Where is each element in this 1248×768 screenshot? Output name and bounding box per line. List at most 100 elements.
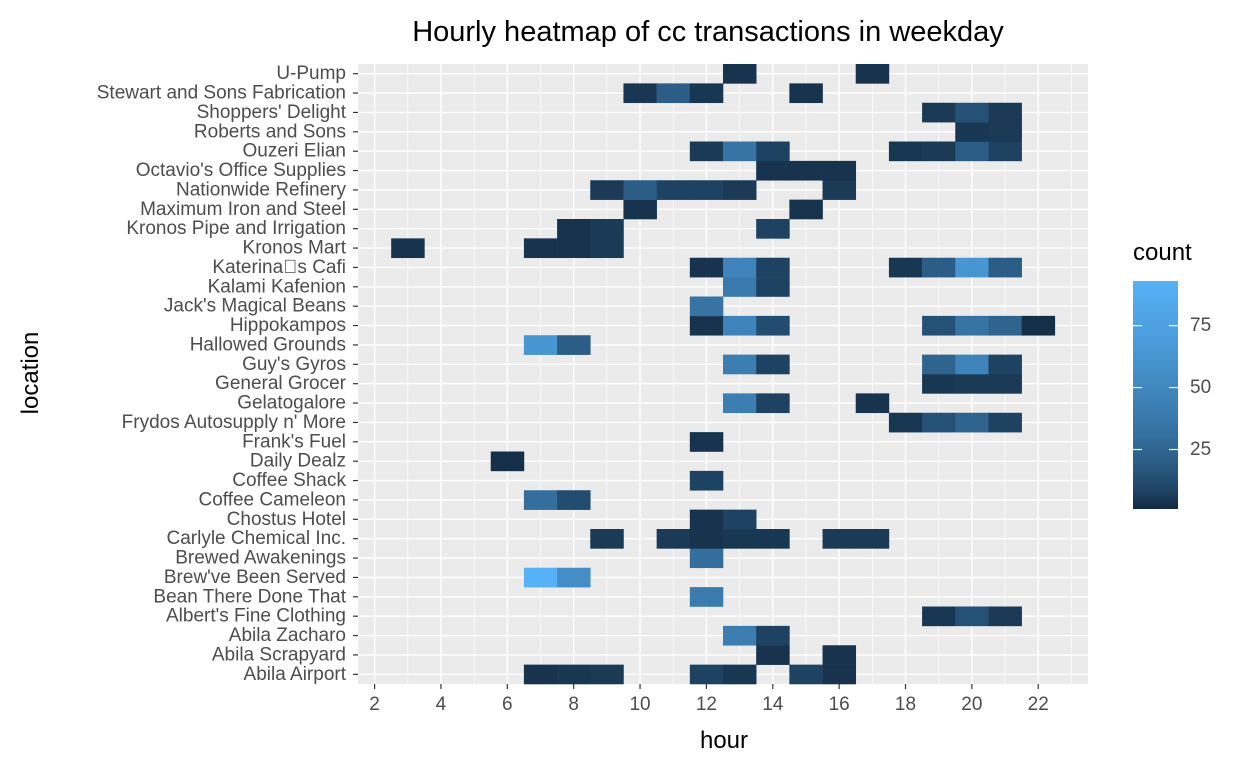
- heatmap-cell: [756, 354, 790, 375]
- heatmap-cell: [922, 315, 956, 336]
- plot-panel: [358, 64, 1088, 685]
- y-tick-label: Carlyle Chemical Inc.: [167, 528, 347, 549]
- x-tick-label: 22: [1028, 694, 1049, 715]
- y-tick-label: Stewart and Sons Fabrication: [97, 83, 346, 104]
- heatmap-cell: [590, 529, 624, 549]
- heatmap-cell: [689, 141, 724, 162]
- heatmap-cell: [1021, 315, 1056, 336]
- x-tick-label: 18: [895, 694, 916, 715]
- y-tick-label: Guy's Gyros: [242, 354, 346, 375]
- heatmap-cell: [523, 490, 558, 510]
- y-tick-label: Daily Dealz: [250, 451, 346, 472]
- heatmap-cell: [789, 664, 823, 685]
- heatmap-cell: [822, 160, 857, 181]
- heatmap-cell: [689, 664, 724, 685]
- y-tick-label: Hallowed Grounds: [190, 334, 346, 355]
- heatmap-cell: [756, 141, 790, 162]
- heatmap-cell: [623, 83, 657, 104]
- y-tick-label: Frydos Autosupply n' More: [122, 412, 346, 433]
- heatmap-cell: [756, 160, 790, 181]
- x-axis: 2 4 6 8 10 12 14 16 18 20 22: [369, 684, 1049, 715]
- heatmap-cell: [590, 219, 624, 239]
- x-tick-label: 6: [502, 694, 513, 715]
- y-tick-label: Frank's Fuel: [242, 431, 346, 452]
- heatmap-cell: [523, 335, 558, 355]
- heatmap-cell: [723, 180, 757, 200]
- heatmap-cell: [756, 393, 790, 414]
- heatmap-cell: [656, 83, 691, 104]
- heatmap-cell: [490, 451, 525, 472]
- heatmap-cell: [888, 257, 923, 278]
- heatmap-cell: [955, 122, 989, 142]
- x-tick-label: 14: [762, 694, 784, 715]
- chart-title: Hourly heatmap of cc transactions in wee…: [412, 16, 1004, 48]
- heatmap-cell: [822, 180, 857, 200]
- legend-tick-label: 25: [1190, 439, 1211, 460]
- heatmap-cell: [689, 432, 724, 452]
- heatmap-cell: [557, 490, 591, 510]
- heatmap-cell: [855, 529, 890, 549]
- x-tick-label: 12: [696, 694, 717, 715]
- heatmap-cell: [723, 393, 757, 414]
- y-tick-label: Hippokampos: [230, 315, 346, 336]
- x-tick-label: 2: [369, 694, 380, 715]
- heatmap-cell: [955, 141, 989, 162]
- x-tick-label: 20: [961, 694, 982, 715]
- y-tick-label: Kalami Kafenion: [208, 276, 346, 297]
- heatmap-cell: [955, 257, 989, 278]
- heatmap-cell: [623, 199, 657, 220]
- y-tick-label: General Grocer: [215, 373, 347, 394]
- heatmap-cell: [922, 374, 956, 394]
- y-tick-label: Maximum Iron and Steel: [140, 199, 346, 220]
- heatmap-cell: [723, 354, 757, 375]
- y-axis-title: location: [17, 332, 44, 415]
- heatmap-cell: [590, 238, 624, 259]
- heatmap-cell: [955, 606, 989, 627]
- heatmap-cell: [689, 180, 724, 200]
- heatmap-cell: [888, 412, 923, 433]
- heatmap-cell: [888, 141, 923, 162]
- y-tick-label: Coffee Shack: [232, 470, 346, 491]
- heatmap-cell: [723, 141, 757, 162]
- heatmap-cell: [723, 277, 757, 297]
- legend-title: count: [1133, 239, 1192, 266]
- y-tick-label: Octavio's Office Supplies: [136, 160, 346, 181]
- heatmap-cell: [723, 625, 757, 646]
- y-tick-label: U-Pump: [276, 63, 346, 84]
- heatmap-cell: [955, 374, 989, 394]
- heatmap-cell: [689, 548, 724, 569]
- heatmap-cell: [523, 567, 558, 588]
- heatmap-cell: [988, 122, 1022, 142]
- y-tick-label: Chostus Hotel: [227, 509, 346, 530]
- heatmap-cell: [756, 529, 790, 549]
- x-tick-label: 10: [629, 694, 650, 715]
- x-tick-label: 4: [436, 694, 447, 715]
- heatmap-cell: [922, 606, 956, 627]
- heatmap-cell: [623, 180, 657, 200]
- heatmap-cell: [689, 509, 724, 530]
- y-tick-label: Katerina s Cafi: [212, 257, 346, 278]
- y-tick-label: Abila Airport: [244, 664, 347, 685]
- heatmap-cell: [689, 470, 724, 491]
- y-tick-label: Bean There Done That: [153, 586, 346, 607]
- heatmap-cell: [590, 664, 624, 685]
- heatmap-cell: [922, 412, 956, 433]
- heatmap-cell: [988, 606, 1022, 627]
- heatmap-cell: [822, 529, 857, 549]
- heatmap-cell: [523, 664, 558, 685]
- heatmap-cell: [557, 238, 591, 259]
- heatmap-cell: [756, 219, 790, 239]
- heatmap-cell: [855, 393, 890, 414]
- x-axis-title: hour: [700, 727, 748, 754]
- heatmap-cell: [689, 83, 724, 104]
- heatmap-cell: [689, 296, 724, 317]
- heatmap-cell: [988, 102, 1022, 123]
- y-tick-label: Nationwide Refinery: [176, 179, 347, 200]
- legend-tick-label: 50: [1190, 377, 1211, 398]
- heatmap-cell: [988, 354, 1022, 375]
- y-tick-label: Gelatogalore: [237, 393, 346, 414]
- color-legend: count 25 50 75: [1133, 239, 1211, 509]
- heatmap-cell: [988, 412, 1022, 433]
- heatmap-cell: [855, 64, 890, 84]
- heatmap-cell: [689, 315, 724, 336]
